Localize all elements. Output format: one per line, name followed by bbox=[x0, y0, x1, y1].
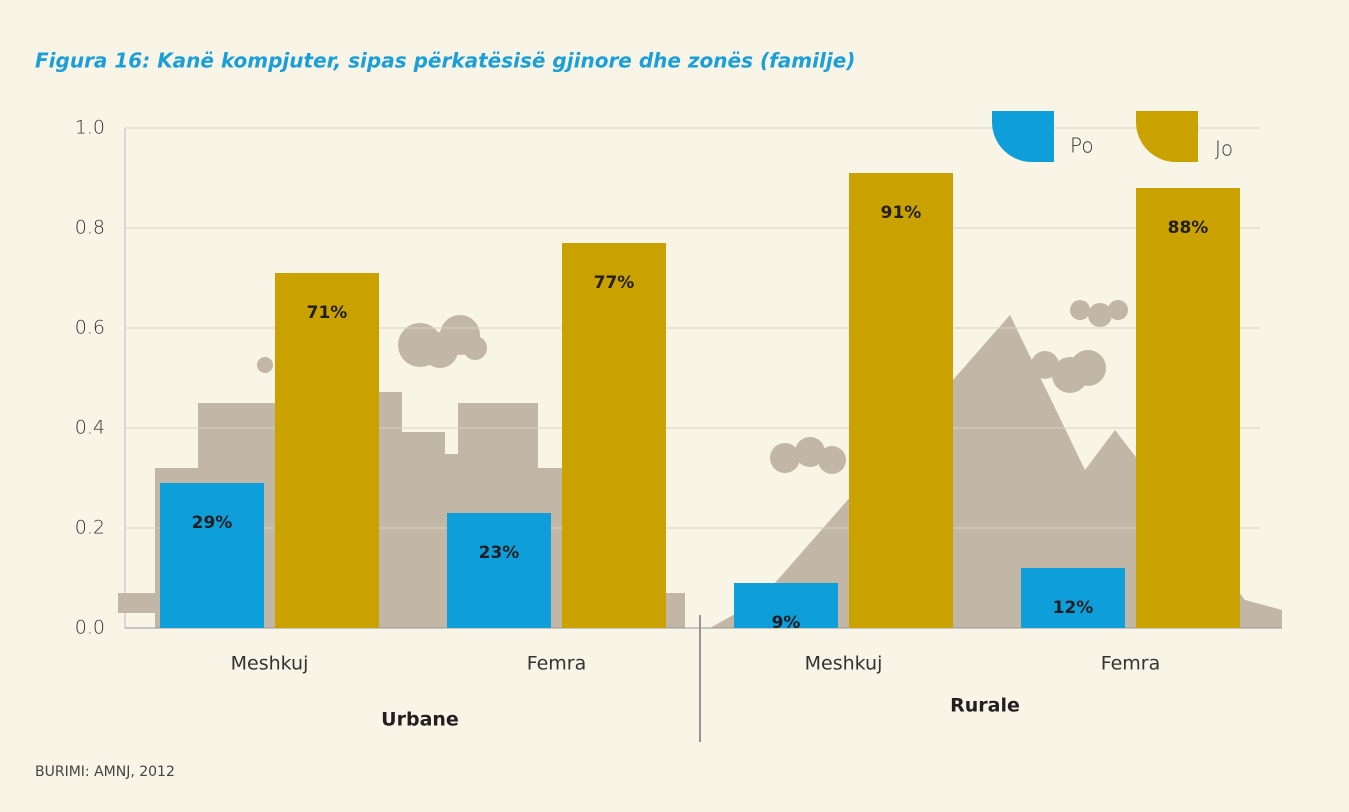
x-tick-label: Femra bbox=[1101, 653, 1161, 675]
y-tick-label: 0.8 bbox=[75, 217, 105, 239]
bar bbox=[1136, 188, 1240, 628]
value-label: 29% bbox=[192, 513, 233, 533]
value-label: 88% bbox=[1168, 218, 1209, 238]
x-tick-label: Meshkuj bbox=[805, 653, 883, 675]
bar bbox=[734, 583, 838, 628]
bar bbox=[447, 513, 551, 628]
bar bbox=[849, 173, 953, 628]
bar bbox=[160, 483, 264, 628]
bar bbox=[275, 273, 379, 628]
legend-label: Po bbox=[1070, 134, 1094, 158]
y-tick-label: 0.0 bbox=[75, 617, 105, 639]
value-label: 9% bbox=[772, 613, 801, 633]
value-label: 77% bbox=[594, 273, 635, 293]
source: BURIMI: AMNJ, 2012 bbox=[35, 764, 175, 780]
bar bbox=[562, 243, 666, 628]
value-label: 23% bbox=[479, 543, 520, 563]
y-tick-label: 0.2 bbox=[75, 517, 105, 539]
legend-swatch bbox=[992, 111, 1054, 162]
legend-swatch bbox=[1136, 111, 1198, 162]
x-tick-label: Femra bbox=[527, 653, 587, 675]
legend-label: Jo bbox=[1215, 137, 1233, 161]
value-label: 91% bbox=[881, 203, 922, 223]
y-tick-label: 1.0 bbox=[75, 117, 105, 139]
group-label: Rurale bbox=[950, 695, 1020, 717]
value-label: 12% bbox=[1053, 598, 1094, 618]
y-tick-label: 0.4 bbox=[75, 417, 105, 439]
x-tick-label: Meshkuj bbox=[231, 653, 309, 675]
bar bbox=[1021, 568, 1125, 628]
y-tick-label: 0.6 bbox=[75, 317, 105, 339]
chart-title: Figura 16: Kanë kompjuter, sipas përkatë… bbox=[35, 49, 855, 73]
value-label: 71% bbox=[307, 303, 348, 323]
group-label: Urbane bbox=[381, 709, 459, 731]
